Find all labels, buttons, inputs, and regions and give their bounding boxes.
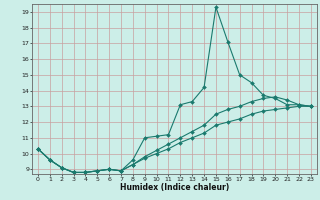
X-axis label: Humidex (Indice chaleur): Humidex (Indice chaleur): [120, 183, 229, 192]
